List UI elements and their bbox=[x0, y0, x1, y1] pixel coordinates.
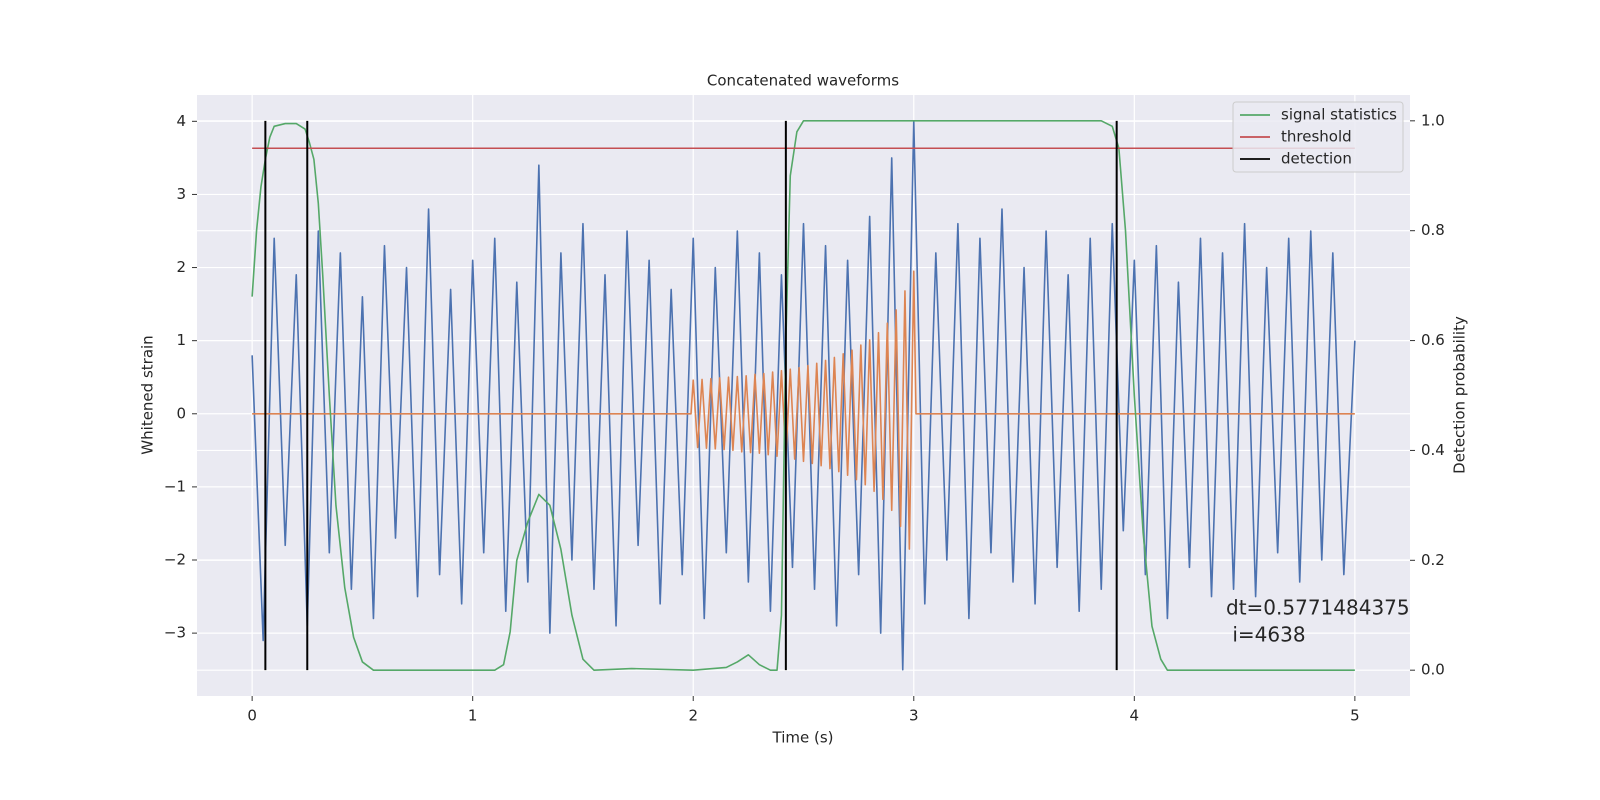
y-tick-label: −1 bbox=[164, 477, 186, 495]
x-tick-label: 0 bbox=[247, 707, 257, 725]
plot-area bbox=[197, 95, 1410, 696]
y2-tick-label: 0.6 bbox=[1421, 331, 1445, 349]
y2-axis-label: Detection probability bbox=[1451, 316, 1469, 474]
x-tick-label: 4 bbox=[1130, 707, 1140, 725]
grid bbox=[197, 95, 1410, 696]
chart-title: Concatenated waveforms bbox=[707, 72, 899, 90]
y-axis-label: Whitened strain bbox=[139, 335, 157, 454]
x-axis-label: Time (s) bbox=[772, 729, 834, 747]
x-tick-label: 3 bbox=[909, 707, 919, 725]
y-tick-label: −3 bbox=[164, 624, 186, 642]
annotation: i=4638 bbox=[1226, 623, 1306, 647]
axes: 0 1 2 3 4 5 −3 −2 −1 0 1 2 3 4 0.0 0.2 0.4 0.6 0.8 1.0 bbox=[164, 111, 1445, 724]
y2-tick-label: 0.4 bbox=[1421, 441, 1445, 459]
y2-tick-label: 1.0 bbox=[1421, 111, 1445, 129]
y2-tick-label: 0.0 bbox=[1421, 661, 1445, 679]
marks bbox=[251, 120, 1356, 671]
x-tick-label: 2 bbox=[688, 707, 698, 725]
legend-label: threshold bbox=[1281, 128, 1352, 146]
legend: signal statistics threshold detection bbox=[1232, 101, 1404, 173]
y-tick-label: −2 bbox=[164, 551, 186, 569]
x-tick-label: 5 bbox=[1350, 707, 1360, 725]
y-tick-label: 0 bbox=[176, 404, 186, 422]
y2-tick-label: 0.8 bbox=[1421, 221, 1445, 239]
x-tick-label: 1 bbox=[468, 707, 478, 725]
annotation: dt=0.5771484375 bbox=[1226, 596, 1410, 620]
line-series bbox=[252, 270, 1355, 550]
y-tick-label: 4 bbox=[176, 112, 186, 130]
y-tick-label: 1 bbox=[176, 331, 186, 349]
line-series bbox=[251, 120, 1356, 671]
y-tick-label: 3 bbox=[176, 185, 186, 203]
legend-box bbox=[1232, 101, 1404, 173]
y2-tick-label: 0.2 bbox=[1421, 551, 1445, 569]
y-tick-label: 2 bbox=[176, 258, 186, 276]
legend-label: signal statistics bbox=[1281, 106, 1397, 124]
legend-label: detection bbox=[1281, 150, 1352, 168]
